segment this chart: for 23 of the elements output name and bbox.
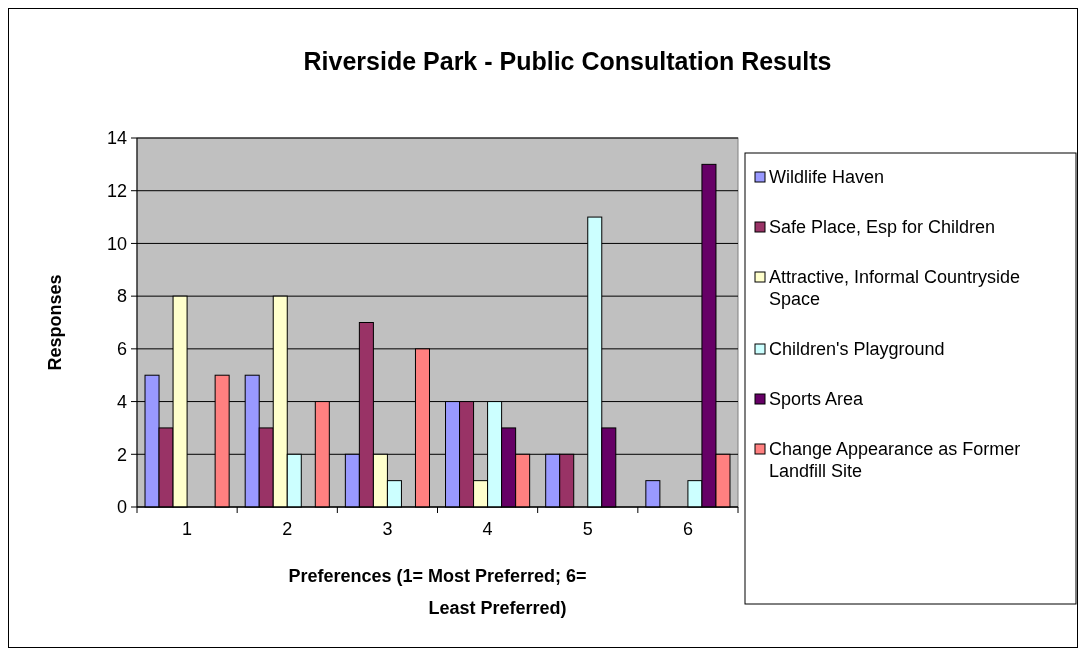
y-tick-label: 2	[116, 444, 127, 465]
y-axis-title: Responses	[45, 274, 65, 371]
y-tick-label: 8	[116, 286, 127, 307]
chart-title: Riverside Park - Public Consultation Results	[303, 47, 832, 75]
x-tick-label: 4	[482, 519, 493, 539]
y-tick-label: 10	[106, 233, 127, 254]
y-tick-label: 4	[116, 391, 127, 412]
legend-label: Children's Playground	[769, 339, 945, 359]
legend-label: Wildlife Haven	[769, 167, 885, 187]
legend-label: Sports Area	[769, 389, 865, 409]
x-tick-label: 1	[182, 519, 193, 539]
x-tick-label: 5	[582, 519, 593, 539]
y-tick-label: 14	[106, 128, 127, 149]
legend-label: Safe Place, Esp for Children	[769, 217, 996, 237]
y-tick-label: 6	[116, 339, 127, 360]
x-tick-label: 6	[682, 519, 693, 539]
x-tick-label: 3	[382, 519, 393, 539]
x-tick-label: 2	[282, 519, 293, 539]
y-tick-label: 0	[116, 497, 127, 518]
legend-label: Change Appearance as Former Landfill Site	[769, 439, 1021, 481]
legend-label: Attractive, Informal Countryside Space	[769, 267, 1021, 309]
y-tick-label: 12	[106, 181, 127, 202]
x-axis-title: Preferences (1= Most Preferred; 6= Least Preferred)	[288, 566, 587, 618]
